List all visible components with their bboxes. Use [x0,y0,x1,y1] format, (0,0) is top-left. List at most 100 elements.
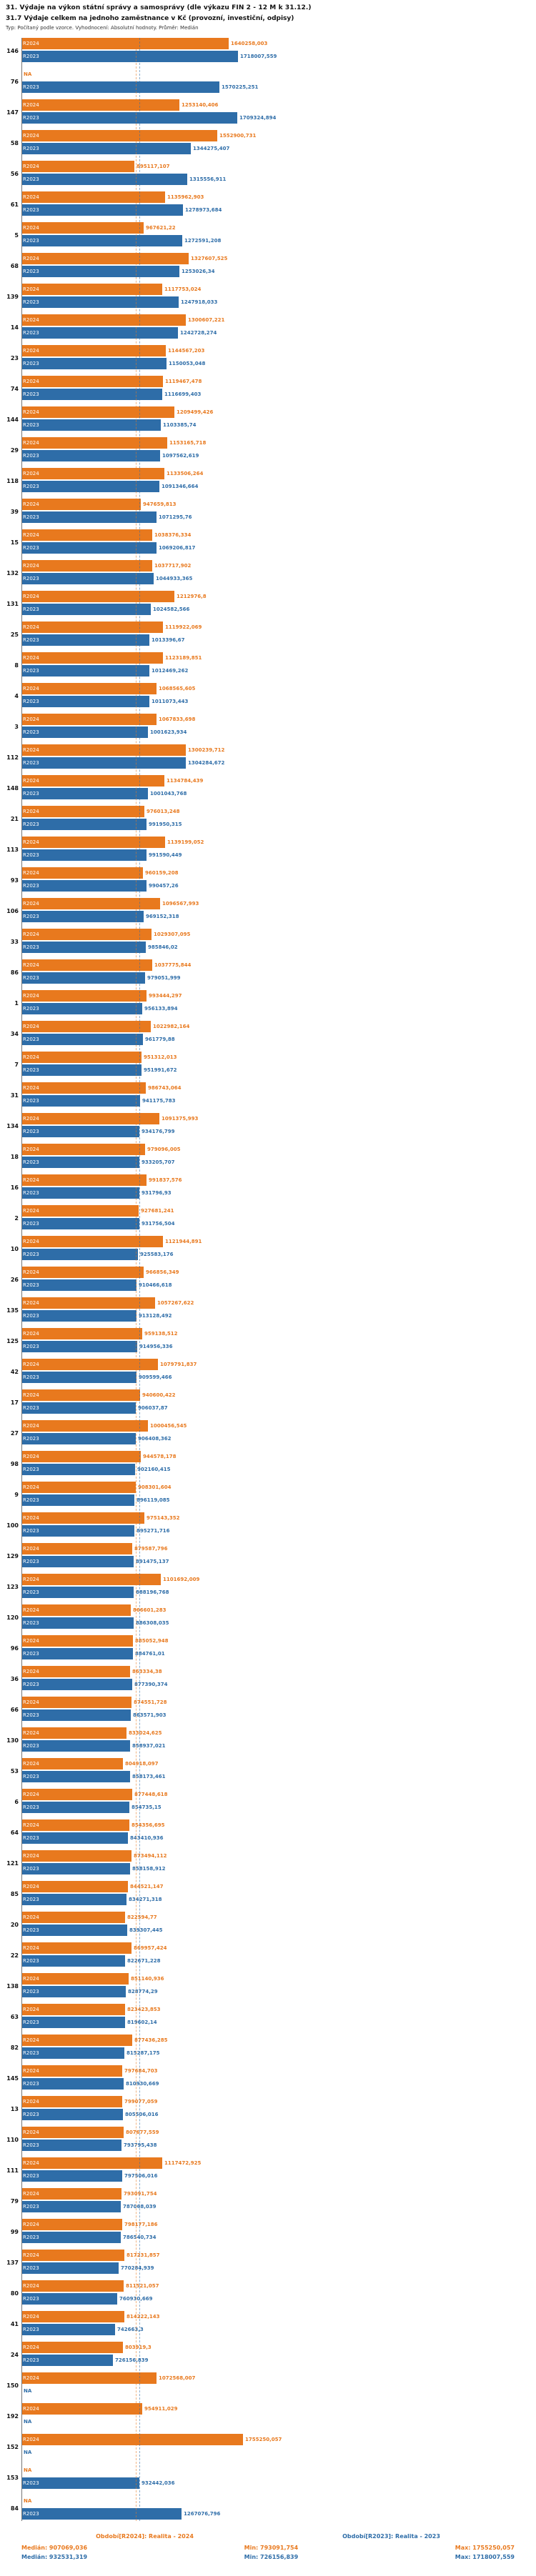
bar-r2023: R2023 [21,419,161,431]
value-label: 1091346,664 [162,484,199,489]
bar-r2023: R2023 [21,1863,130,1874]
bar-r2023: R2023 [21,573,154,584]
bar-group: 100 R2024 975143,352 R2023 895271,716 [0,1512,536,1538]
bar-row-r2024: NA [21,2495,536,2507]
bar-row-r2023: NA [21,2447,536,2458]
category-label: 36 [10,1675,19,1682]
bar-group: 79 R2024 793091,754 R2023 787068,039 [0,2188,536,2214]
bar-pair: R2024 991837,576 R2023 931796,93 [21,1174,536,1200]
bar-row-r2024: R2024 844521,147 [21,1881,536,1892]
value-label: 1242728,274 [180,330,217,336]
bar-r2023: R2023 [21,665,149,677]
category-label: 129 [6,1552,19,1559]
series-label: R2024 [23,624,39,630]
category-label: 120 [6,1614,19,1621]
series-label: R2024 [23,1945,39,1951]
bar-row-r2024: R2024 811521,057 [21,2280,536,2292]
bar-group: 23 R2024 1144567,203 R2023 1150053,048 [0,345,536,371]
bar-pair: R2024 1123189,851 R2023 1012469,262 [21,652,536,678]
bar-r2024: R2024 [21,2311,124,2322]
category-label: 192 [6,2412,19,2420]
bar-row-r2024: R2024 975143,352 [21,1512,536,1524]
series-label: R2023 [23,1436,39,1442]
value-label: 858158,912 [132,1866,166,1872]
series-label: R2023 [23,1159,39,1165]
na-label: NA [24,2419,32,2425]
bar-row-r2023: R2023 858937,021 [21,1740,536,1752]
value-label: 1096567,993 [162,901,199,907]
series-label: R2024 [23,1239,39,1244]
category-label: 148 [6,784,19,792]
bar-row-r2024: R2024 793091,754 [21,2188,536,2200]
category-label: 113 [6,846,19,853]
value-label: 895117,107 [137,164,170,169]
bar-r2023: R2023 [21,1740,130,1752]
bar-group: 118 R2024 1133506,264 R2023 1091346,664 [0,468,536,494]
bar-group: 130 R2024 833024,625 R2023 858937,021 [0,1727,536,1753]
bar-pair: R2024 1253140,406 R2023 1709324,894 [21,99,536,125]
value-label: 906408,362 [138,1436,172,1442]
value-label: 934176,799 [142,1129,175,1134]
value-label: 726156,839 [115,2357,149,2363]
value-label: 1755250,057 [245,2437,282,2442]
value-label: 854356,695 [131,1822,165,1828]
bar-row-r2023: R2023 910466,618 [21,1279,536,1291]
bar-r2023: R2023 [21,1679,132,1690]
bar-group: 2 R2024 927681,241 R2023 931756,504 [0,1205,536,1231]
bar-group: 41 R2024 814222,143 R2023 742663,3 [0,2311,536,2337]
category-label: 21 [10,815,19,822]
bar-r2023: R2023 [21,634,149,646]
value-label: 1121944,891 [165,1239,202,1244]
bar-row-r2023: R2023 797506,016 [21,2170,536,2182]
bar-r2024: R2024 [21,806,144,817]
series-label: R2023 [23,1989,39,1995]
category-label: 76 [10,78,19,85]
category-label: 68 [10,262,19,269]
series-label: R2023 [23,2020,39,2025]
bar-row-r2024: R2024 959138,512 [21,1328,536,1339]
value-label: 1119467,478 [165,379,202,384]
series-label: R2024 [23,839,39,845]
category-label: 99 [10,2228,19,2235]
bar-row-r2023: R2023 1013396,67 [21,634,536,646]
bar-row-r2023: R2023 932442,036 [21,2477,536,2489]
series-label: R2023 [23,1190,39,1196]
category-label: 23 [10,354,19,361]
value-label: 1037717,902 [154,563,192,569]
bar-r2024: R2024 [21,1451,141,1462]
series-label: R2023 [23,54,39,59]
series-label: R2023 [23,2265,39,2271]
bar-row-r2023: R2023 819602,14 [21,2017,536,2028]
bar-group: 153 NA R2023 932442,036 [0,2465,536,2490]
series-label: R2024 [23,563,39,569]
bar-r2024: R2024 [21,652,163,664]
category-label: 58 [10,139,19,146]
series-label: R2024 [23,1761,39,1767]
bar-r2024: R2024 [21,867,143,879]
value-label: 1344275,407 [193,146,230,151]
series-label: R2023 [23,668,39,674]
value-label: 879587,796 [134,1546,168,1552]
category-label: 138 [6,1982,19,1990]
series-label: R2024 [23,2099,39,2105]
series-label: R2024 [23,1699,39,1705]
bar-group: 34 R2024 1022982,164 R2023 961779,88 [0,1021,536,1047]
category-label: 41 [10,2320,19,2327]
bar-r2024: R2024 [21,314,186,326]
value-label: 914956,336 [139,1344,173,1349]
bar-r2024: R2024 [21,1113,159,1124]
value-label: 1057267,622 [157,1300,194,1306]
value-label: 817231,857 [126,2252,160,2258]
bar-group: 26 R2024 966856,349 R2023 910466,618 [0,1267,536,1292]
series-label: R2023 [23,1559,39,1564]
bar-row-r2024: R2024 951312,013 [21,1052,536,1063]
value-label: 1071295,76 [159,514,192,520]
bar-group: 7 R2024 951312,013 R2023 951991,672 [0,1052,536,1077]
bar-r2024: R2024 [21,161,134,172]
bar-pair: R2024 814222,143 R2023 742663,3 [21,2311,536,2337]
series-label: R2024 [23,133,39,139]
bar-r2023: R2023 [21,2078,124,2090]
series-label: R2023 [23,176,39,182]
bar-pair: R2024 1134784,439 R2023 1001043,768 [21,775,536,801]
bar-pair: R2024 877448,618 R2023 854735,15 [21,1789,536,1814]
